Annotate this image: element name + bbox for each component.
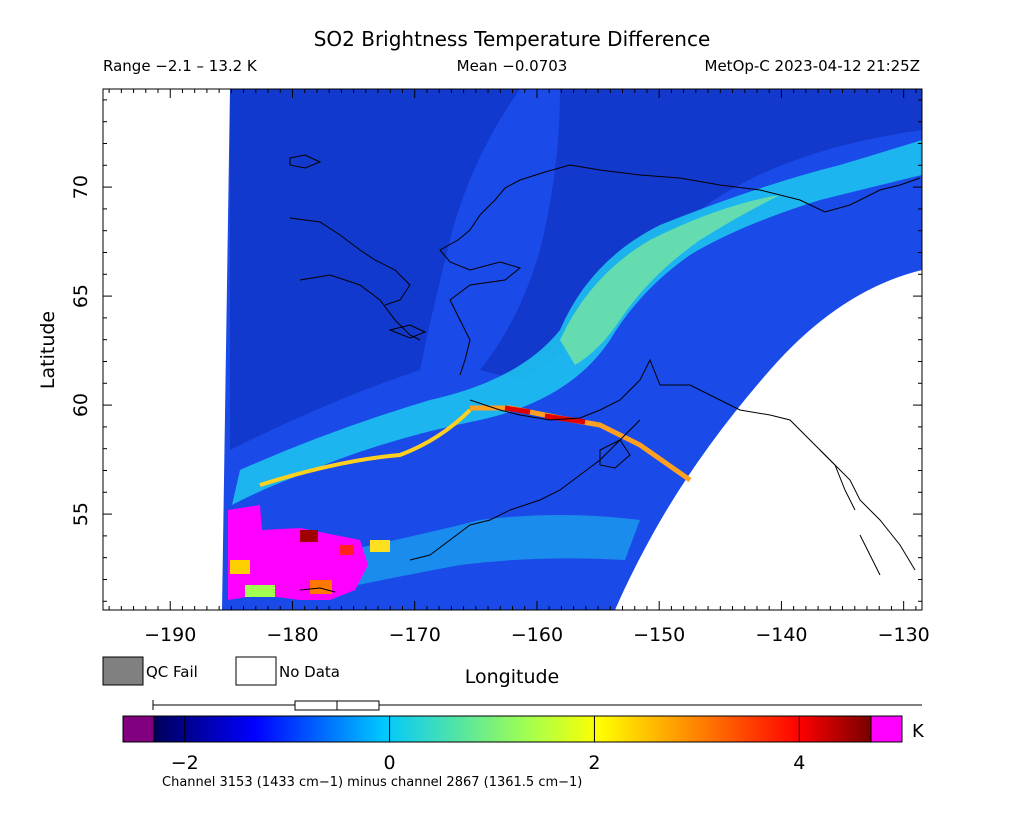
patch-yellow-cell: [230, 560, 250, 574]
figure-title: SO2 Brightness Temperature Difference: [314, 27, 711, 51]
y-axis: 55 60 65 70: [70, 99, 922, 602]
coastline-southeast-alaska: [769, 414, 916, 571]
no-data-swatch: [235, 656, 277, 686]
high-so2-patch: [228, 505, 368, 600]
x-tick-label: −150: [633, 624, 685, 646]
colorbar-tick-label: −2: [171, 752, 199, 774]
x-tick-label: −160: [511, 624, 563, 646]
patch-yellow-cell: [370, 540, 390, 552]
coastline-chukotka-south: [299, 274, 421, 341]
coastline-alaska-north: [504, 164, 921, 213]
patch-red-cell: [300, 530, 318, 542]
x-tick-label: −190: [144, 624, 196, 646]
coastline-st-lawrence-island: [388, 324, 427, 339]
range-label: Range −2.1 – 13.2 K: [103, 57, 258, 75]
qc-fail-label: QC Fail: [146, 663, 198, 681]
colorbar-unit: K: [912, 721, 925, 742]
coastline-wrangel-island: [289, 154, 322, 169]
coastline-kodiak: [599, 439, 631, 469]
coastline-alaska-west: [439, 187, 522, 376]
patch-red-cell: [340, 545, 354, 555]
x-tick-label: −170: [389, 624, 441, 646]
y-tick-label: 60: [70, 393, 92, 417]
colorbar: [153, 715, 872, 743]
y-tick-label: 55: [70, 502, 92, 526]
so2-filament-west: [259, 408, 472, 487]
swath-dark-region: [230, 89, 520, 450]
coastline-chukotka: [289, 217, 411, 306]
colorbar-below-range: [122, 715, 155, 743]
x-axis: −190 −180 −170 −160 −150 −140 −130: [108, 89, 930, 646]
y-axis-label: Latitude: [37, 311, 59, 389]
colorbar-tick-label: 4: [793, 752, 805, 774]
x-tick-label: −130: [878, 624, 930, 646]
y-tick-label: 70: [70, 175, 92, 199]
mean-label: Mean −0.0703: [457, 57, 568, 75]
x-tick-label: −180: [266, 624, 318, 646]
x-axis-label: Longitude: [465, 666, 560, 688]
satellite-label: MetOp-C 2023-04-12 21:25Z: [705, 57, 920, 75]
coastline-aleutians: [299, 554, 431, 593]
qc-fail-swatch: [102, 656, 144, 686]
green-plume-core: [560, 195, 780, 365]
patch-green-cell: [245, 585, 275, 597]
colorbar-tick-label: 0: [384, 752, 396, 774]
y-tick-label: 65: [70, 284, 92, 308]
map-plot-area: [103, 89, 922, 610]
footnote: Channel 3153 (1433 cm−1) minus channel 2…: [162, 775, 582, 790]
patch-orange-cell: [310, 580, 332, 594]
coastlines: [289, 154, 921, 593]
coastline-alaska-peninsula-south: [429, 419, 641, 556]
colorbar-above-range: [870, 715, 903, 743]
coastline-alaska-peninsula: [469, 358, 771, 421]
colorbar-ticks: −2 0 2 4: [171, 716, 805, 774]
cyan-band-south: [300, 515, 640, 595]
x-tick-label: −140: [755, 624, 807, 646]
no-data-label: No Data: [279, 663, 340, 681]
coastline-southeast-alaska-islands: [819, 449, 881, 576]
colorbar-tick-label: 2: [588, 752, 600, 774]
